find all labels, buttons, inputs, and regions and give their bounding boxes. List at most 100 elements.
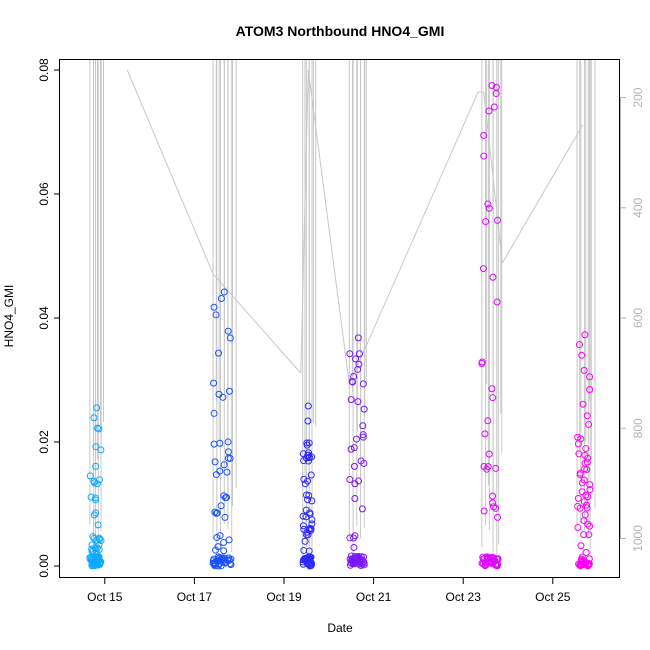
data-point xyxy=(304,496,312,504)
data-point xyxy=(346,555,354,563)
data-point xyxy=(347,396,355,404)
data-point xyxy=(92,462,100,470)
data-point xyxy=(489,499,497,507)
data-point xyxy=(352,355,360,363)
data-point xyxy=(220,288,228,296)
data-point xyxy=(306,562,314,570)
data-point xyxy=(226,560,234,568)
data-point xyxy=(306,510,314,518)
data-point xyxy=(490,503,498,511)
data-point xyxy=(307,471,315,479)
data-point xyxy=(480,131,488,139)
pressure-transit-segment xyxy=(307,69,350,385)
data-point xyxy=(586,386,594,394)
data-point xyxy=(585,560,593,568)
x-tick-label: Oct 23 xyxy=(446,590,482,604)
data-point xyxy=(224,327,232,335)
y2-axis: 200 400 600 800 1000 xyxy=(620,87,645,552)
data-point xyxy=(226,556,234,564)
data-point xyxy=(577,560,585,568)
data-point xyxy=(346,476,354,484)
data-point xyxy=(306,554,314,562)
data-point xyxy=(299,450,307,458)
data-point xyxy=(303,528,311,536)
data-point xyxy=(89,533,97,541)
data-point xyxy=(578,561,586,569)
x-axis-label: Date xyxy=(327,621,353,635)
data-point xyxy=(299,512,307,520)
data-point xyxy=(210,555,218,563)
data-point xyxy=(217,502,225,510)
data-point xyxy=(95,546,103,554)
data-point xyxy=(575,560,583,568)
pressure-transit-segment xyxy=(501,124,584,264)
data-point xyxy=(485,450,493,458)
data-point xyxy=(574,502,582,510)
x-tick-label: Oct 25 xyxy=(535,590,571,604)
data-point xyxy=(490,103,498,111)
data-point xyxy=(357,457,365,465)
data-point xyxy=(220,492,228,500)
data-point xyxy=(575,450,583,458)
data-point xyxy=(352,435,360,443)
data-point xyxy=(305,526,313,534)
data-point xyxy=(580,476,588,484)
data-point xyxy=(582,501,590,509)
data-point xyxy=(487,554,495,562)
data-point xyxy=(308,520,316,528)
data-point xyxy=(220,547,228,555)
data-point xyxy=(90,534,98,542)
data-point xyxy=(580,498,588,506)
data-point xyxy=(489,394,497,402)
data-point xyxy=(494,555,502,563)
data-point xyxy=(584,520,592,528)
data-point xyxy=(584,493,592,501)
data-point xyxy=(299,522,307,530)
data-point xyxy=(95,425,103,433)
data-point xyxy=(86,472,94,480)
data-point xyxy=(484,463,492,471)
data-point xyxy=(225,536,233,544)
data-point xyxy=(480,152,488,160)
data-point xyxy=(350,462,358,470)
data-point xyxy=(484,417,492,425)
y-tick-label: 0.00 xyxy=(37,554,51,578)
data-point xyxy=(356,350,364,358)
y2-tick-label: 800 xyxy=(631,418,645,438)
data-point xyxy=(484,200,492,208)
data-point xyxy=(577,435,585,443)
data-point xyxy=(300,546,308,554)
data-point xyxy=(220,461,228,469)
data-point xyxy=(574,523,582,531)
data-point xyxy=(358,505,366,513)
data-point xyxy=(355,360,363,368)
data-point xyxy=(583,465,591,473)
data-point xyxy=(479,553,487,561)
data-point xyxy=(210,379,218,387)
y-tick-label: 0.04 xyxy=(37,306,51,330)
chart-title: ATOM3 Northbound HNO4_GMI xyxy=(236,23,445,39)
data-point xyxy=(92,494,100,502)
data-point xyxy=(90,479,98,487)
y2-tick-label: 1000 xyxy=(631,525,645,552)
data-point xyxy=(489,273,497,281)
data-point xyxy=(492,90,500,98)
data-point xyxy=(585,420,593,428)
data-point xyxy=(301,537,309,545)
y-axis-label: HNO4_GMI xyxy=(2,285,16,348)
data-point xyxy=(346,350,354,358)
data-point xyxy=(214,543,222,551)
data-point xyxy=(494,560,502,568)
y-tick-label: 0.06 xyxy=(37,182,51,206)
data-point xyxy=(305,439,313,447)
data-point xyxy=(93,404,101,412)
data-point xyxy=(360,558,368,566)
data-point xyxy=(307,559,315,567)
data-point xyxy=(223,468,231,476)
data-point xyxy=(226,334,234,342)
data-point xyxy=(577,542,585,550)
data-point xyxy=(586,481,594,489)
data-point xyxy=(354,398,362,406)
